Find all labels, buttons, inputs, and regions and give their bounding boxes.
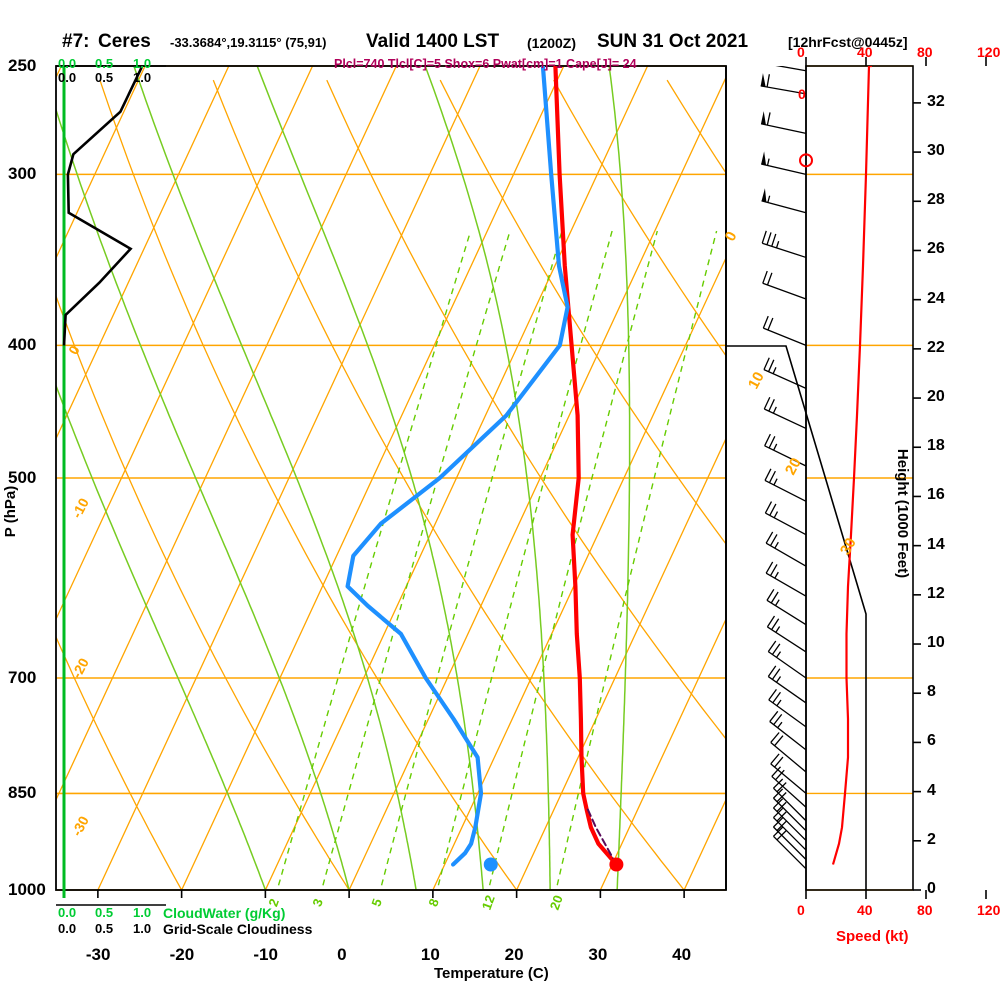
cloudwater-axis-label: CloudWater (g/Kg) — [163, 905, 286, 921]
height-tick-10: 10 — [927, 634, 945, 652]
cloudwater-tick-bot-0: 0.0 — [58, 905, 77, 920]
temperature-tick-10: 10 — [420, 945, 440, 964]
forecast-tag: [12hrFcst@0445z] — [788, 34, 908, 50]
valid-time-utc: (1200Z) — [527, 35, 577, 51]
speed-tick-top-0: 0 — [797, 44, 805, 60]
cloudiness-tick-bot-2: 1.0 — [133, 921, 152, 936]
cloudwater-tick-top-1: 0.5 — [95, 56, 114, 71]
temperature-tick-0: 0 — [337, 945, 347, 964]
station-id: #7: — [62, 31, 90, 52]
pressure-tick-300: 300 — [8, 164, 37, 184]
pressure-tick-700: 700 — [8, 667, 37, 687]
pressure-axis-label: P (hPa) — [2, 485, 20, 538]
pressure-tick-250: 250 — [8, 56, 37, 75]
sounding-parameters: Plcl=740 Tlcl[C]=5 Shox=6 Pwat[cm]=1 Cap… — [334, 57, 637, 71]
isobar-gridlines — [56, 65, 913, 891]
speed-tick-bot-0: 0 — [797, 902, 805, 918]
wind-column-zero-label: 0 — [798, 86, 806, 102]
temperature-tick--30: -30 — [85, 945, 111, 964]
height-tick-20: 20 — [927, 388, 945, 406]
sounding-traces — [345, 66, 624, 872]
height-tick-8: 8 — [927, 683, 936, 701]
station-coords: -33.3684°,19.3115° (75,91) — [170, 35, 327, 50]
speed-tick-top-40: 40 — [857, 44, 873, 60]
wind-barb-column — [760, 66, 807, 870]
temperature-axis-label: Temperature (C) — [434, 965, 549, 982]
cloudiness-profile-curve — [62, 66, 144, 346]
saturated-adiabat-lines — [56, 66, 631, 890]
axis-ticks — [97, 57, 987, 899]
pressure-tick-500: 500 — [8, 468, 37, 487]
cloudiness-tick-top-1: 0.5 — [95, 70, 114, 85]
height-tick-0: 0 — [927, 880, 936, 897]
temperature-tick--10: -10 — [253, 945, 278, 964]
height-tick-12: 12 — [927, 584, 945, 602]
height-axis-label: Height (1000 Feet) — [894, 448, 912, 579]
cloudwater-tick-top-0: 0.0 — [58, 56, 77, 71]
height-tick-26: 26 — [927, 240, 945, 258]
height-tick-14: 14 — [927, 535, 945, 553]
station-name: Ceres — [98, 31, 151, 52]
cloudwater-tick-bot-2: 1.0 — [133, 905, 152, 920]
speed-tick-bot-40: 40 — [857, 902, 873, 918]
height-tick-24: 24 — [927, 289, 945, 307]
cloudiness-axis-label: Grid-Scale Cloudiness — [163, 921, 313, 937]
height-tick-28: 28 — [927, 191, 945, 209]
temperature-tick-20: 20 — [504, 945, 524, 964]
pressure-tick-400: 400 — [8, 335, 37, 355]
speed-tick-top-80: 80 — [917, 44, 933, 60]
speed-tick-top-120: 120 — [977, 44, 1000, 60]
wind-speed-curve — [799, 66, 872, 865]
cloudiness-tick-top-0: 0.0 — [58, 70, 77, 85]
cloudwater-tick-bot-1: 0.5 — [95, 905, 114, 920]
height-tick-16: 16 — [927, 486, 945, 504]
mixing-ratio-lines — [276, 230, 718, 890]
dry-adiabat-lines — [56, 79, 726, 890]
cloudiness-tick-bot-1: 0.5 — [95, 921, 114, 936]
speed-tick-bot-120: 120 — [977, 902, 1000, 918]
pressure-tick-1000: 1000 — [8, 880, 46, 899]
pressure-tick-850: 850 — [8, 783, 37, 803]
plot-frame — [55, 65, 914, 906]
height-tick-6: 6 — [927, 732, 936, 750]
height-tick-22: 22 — [927, 338, 945, 356]
temperature-tick--20: -20 — [169, 945, 195, 964]
cloudwater-tick-top-2: 1.0 — [133, 56, 152, 71]
valid-time-label: Valid 1400 LST — [366, 31, 500, 52]
speed-axis-label: Speed (kt) — [836, 928, 909, 945]
height-tick-30: 30 — [927, 142, 945, 160]
cloudiness-tick-top-2: 1.0 — [133, 70, 152, 85]
height-tick-32: 32 — [927, 92, 945, 110]
height-tick-4: 4 — [927, 781, 936, 799]
speed-tick-bot-80: 80 — [917, 902, 933, 918]
cloudiness-tick-bot-0: 0.0 — [58, 921, 77, 936]
height-tick-2: 2 — [927, 830, 936, 848]
valid-date: SUN 31 Oct 2021 — [597, 31, 749, 52]
height-tick-18: 18 — [927, 437, 945, 455]
temperature-tick-30: 30 — [588, 945, 608, 964]
temperature-tick-40: 40 — [672, 945, 692, 964]
